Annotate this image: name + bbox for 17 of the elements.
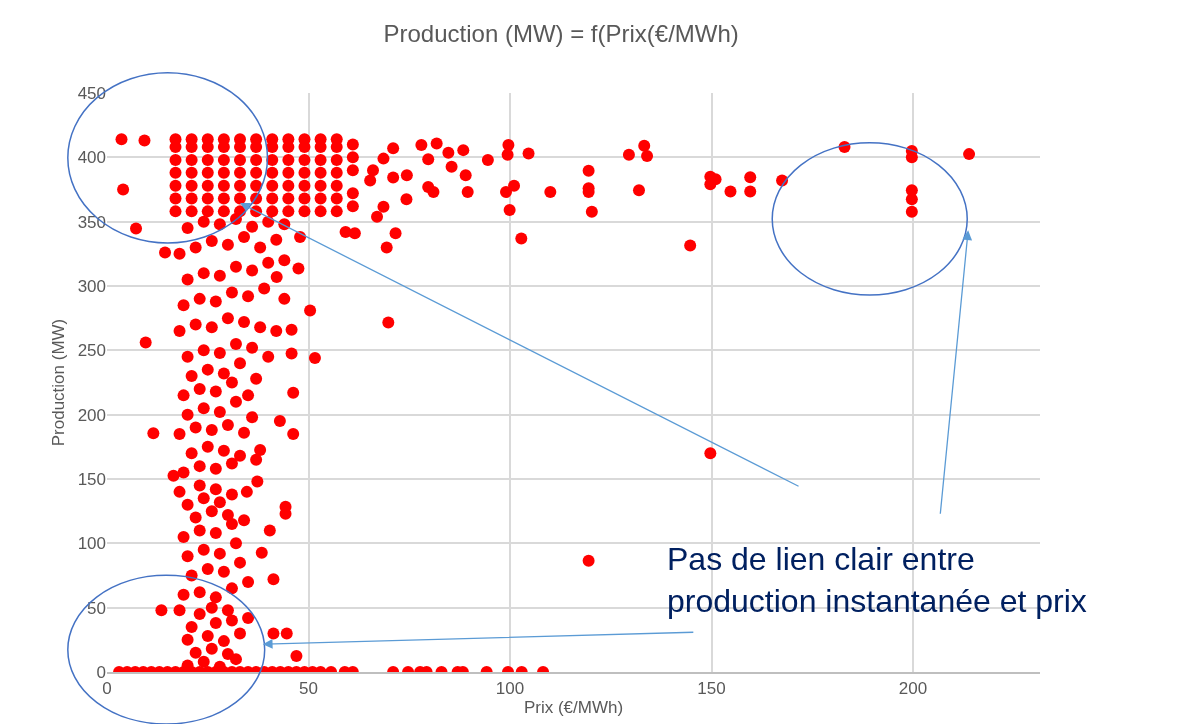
x-tick-label: 50: [299, 679, 318, 699]
y-tick-label: 100: [77, 534, 106, 554]
y-tick-label: 0: [96, 662, 106, 682]
y-tick-label: 400: [77, 148, 106, 168]
annotation: Pas de lien clair entre production instantanée et prix: [667, 541, 1087, 619]
y-axis-title: Production (MW): [49, 318, 69, 447]
y-tick-label: 50: [87, 598, 106, 618]
x-tick-label: 150: [697, 679, 726, 699]
x-tick-label: 200: [898, 679, 928, 699]
y-tick-label: 250: [77, 341, 106, 361]
y-tick-label: 150: [77, 469, 106, 489]
x-tick-label: 100: [495, 679, 525, 699]
y-tick-label: 200: [77, 405, 106, 425]
x-axis-title: Prix (€/MWh): [523, 698, 624, 718]
y-tick-label: 350: [77, 212, 106, 232]
chart-title: Production (MW) = f(Prix(€/MWh): [383, 20, 739, 48]
y-tick-label: 300: [77, 276, 106, 296]
